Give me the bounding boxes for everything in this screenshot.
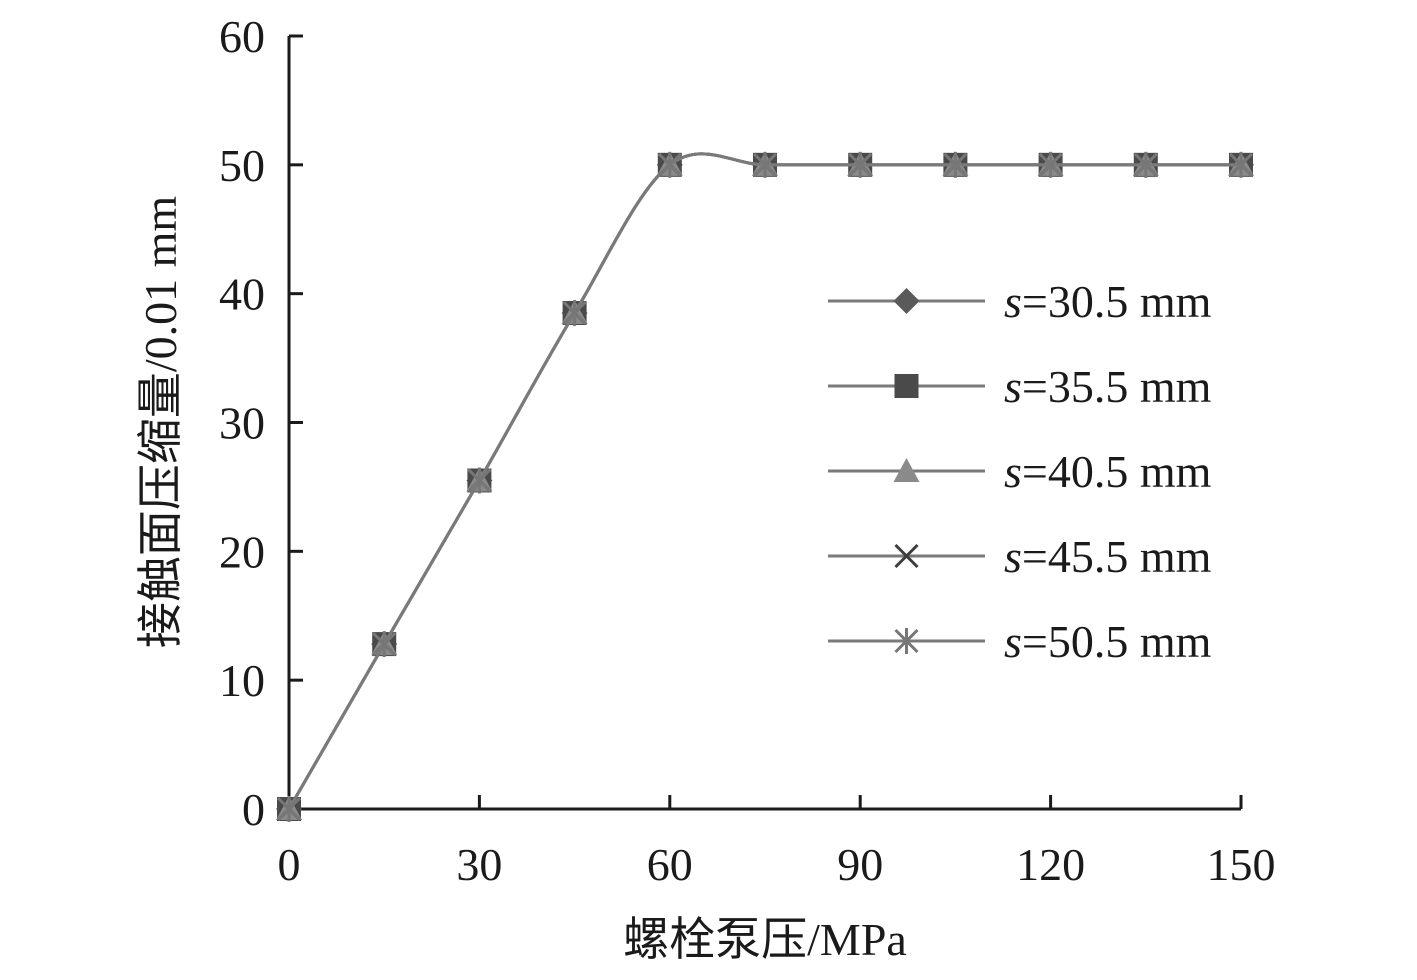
legend-item-1: s=30.5 mm bbox=[828, 276, 1212, 327]
data-point bbox=[562, 299, 587, 326]
legend-label: s=45.5 mm bbox=[1004, 531, 1212, 582]
legend-label-text: =45.5 mm bbox=[1022, 531, 1212, 582]
x-tick-label: 60 bbox=[647, 839, 693, 890]
data-point bbox=[276, 796, 302, 822]
x-tick-label: 90 bbox=[837, 839, 883, 890]
x-axis-title: 螺栓泵压/MPa bbox=[623, 914, 907, 965]
y-axis-title: 接触面压缩量/0.01 mm bbox=[135, 196, 186, 649]
data-point bbox=[752, 151, 778, 178]
data-point bbox=[1133, 151, 1158, 178]
y-tick-label: 20 bbox=[219, 526, 265, 577]
y-tick-label: 40 bbox=[219, 269, 265, 320]
data-point bbox=[943, 151, 968, 178]
legend-label-prefix: s bbox=[1004, 616, 1022, 667]
series-lines bbox=[276, 151, 1254, 822]
x-tick-label: 0 bbox=[278, 839, 301, 890]
legend-label-prefix: s bbox=[1004, 361, 1022, 412]
legend-label: s=35.5 mm bbox=[1004, 361, 1212, 412]
data-point bbox=[467, 467, 492, 494]
legend-label-text: =50.5 mm bbox=[1022, 616, 1212, 667]
legend-label-prefix: s bbox=[1004, 531, 1022, 582]
y-tick-label: 60 bbox=[219, 11, 265, 62]
y-tick-label: 50 bbox=[219, 140, 265, 191]
legend-label: s=40.5 mm bbox=[1004, 446, 1212, 497]
legend-item-3: s=40.5 mm bbox=[828, 446, 1212, 497]
data-point bbox=[372, 631, 397, 658]
legend-marker bbox=[893, 288, 920, 314]
data-point bbox=[848, 151, 873, 178]
legend-marker bbox=[894, 628, 919, 654]
y-tick-label: 0 bbox=[242, 784, 265, 835]
legend-marker bbox=[893, 458, 920, 482]
data-point bbox=[1228, 151, 1254, 178]
legend-label-prefix: s bbox=[1004, 446, 1022, 497]
legend-label-prefix: s bbox=[1004, 276, 1022, 327]
data-point bbox=[657, 151, 682, 178]
legend-label: s=50.5 mm bbox=[1004, 616, 1212, 667]
legend-marker bbox=[894, 374, 919, 398]
legend-item-5: s=50.5 mm bbox=[828, 616, 1212, 667]
x-tick-label: 150 bbox=[1207, 839, 1276, 890]
x-tick-label: 30 bbox=[456, 839, 502, 890]
series-5 bbox=[276, 151, 1254, 822]
legend-marker bbox=[894, 543, 919, 569]
legend-label-text: =40.5 mm bbox=[1022, 446, 1212, 497]
legend-label-text: =35.5 mm bbox=[1022, 361, 1212, 412]
legend-item-2: s=35.5 mm bbox=[828, 361, 1212, 412]
x-stroke-b bbox=[894, 543, 919, 569]
legend-label-text: =30.5 mm bbox=[1022, 276, 1212, 327]
axes: 0 30 60 90 120 150 0 10 20 30 40 50 60 bbox=[219, 11, 1276, 890]
y-tick-label: 30 bbox=[219, 398, 265, 449]
legend-item-4: s=45.5 mm bbox=[828, 531, 1212, 582]
y-tick-label: 10 bbox=[219, 655, 265, 706]
legend: s=30.5 mms=35.5 mms=40.5 mms=45.5 mms=50… bbox=[828, 276, 1212, 667]
legend-label: s=30.5 mm bbox=[1004, 276, 1212, 327]
x-tick-label: 120 bbox=[1016, 839, 1085, 890]
data-point bbox=[1038, 151, 1063, 178]
